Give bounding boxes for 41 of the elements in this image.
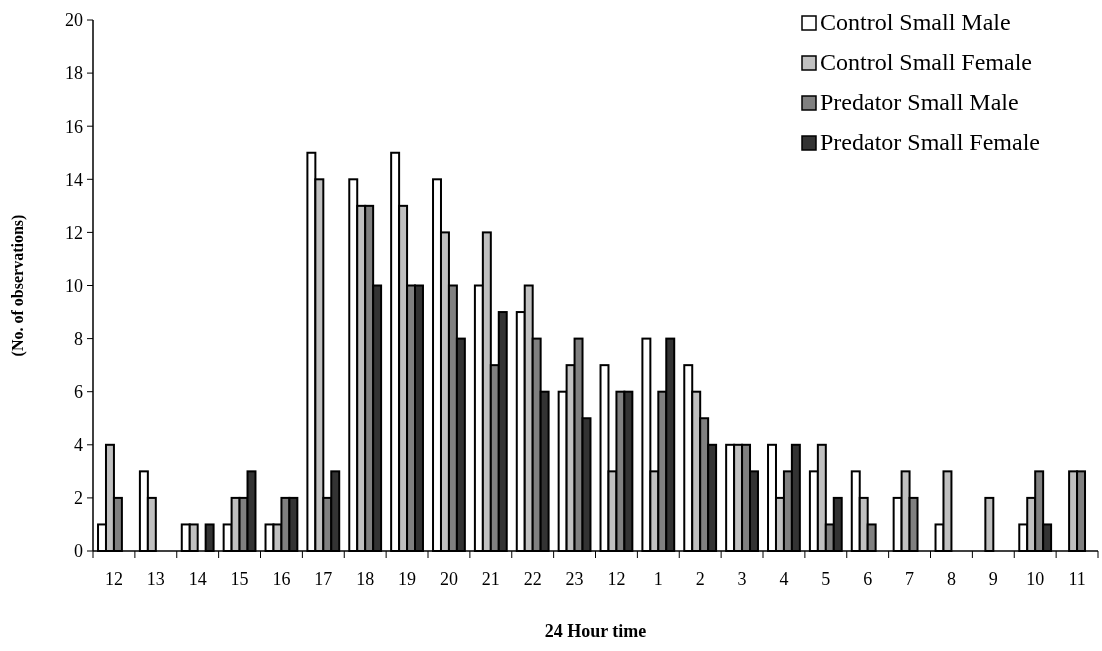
x-tick-label: 1 [653,569,663,589]
x-tick-label: 18 [356,569,375,589]
y-tick-label: 2 [74,488,83,509]
x-tick-label: 10 [1026,569,1045,589]
y-tick-label: 20 [65,10,83,31]
x-tick-label: 19 [398,569,417,589]
x-tick-label: 4 [779,569,789,589]
y-tick-label: 16 [65,116,83,137]
x-tick-label: 2 [695,569,705,589]
x-tick-label: 21 [481,569,500,589]
x-tick-label: 12 [104,569,123,589]
x-tick-label: 20 [439,569,458,589]
x-axis-title: 24 Hour time [544,621,647,641]
x-tick-label: 15 [230,569,249,589]
x-tick-label: 14 [188,569,207,589]
x-tick-label: 7 [905,569,915,589]
x-tick-label: 22 [523,569,542,589]
x-tick-label: 11 [1068,569,1086,589]
x-tick-label: 5 [821,569,831,589]
legend-label: Control Small Female [820,49,1032,75]
legend-label: Predator Small Female [820,129,1040,155]
x-tick-label: 8 [946,569,956,589]
x-tick-label: 17 [314,569,333,589]
y-tick-label: 6 [74,382,83,402]
x-tick-label: 9 [988,569,998,589]
x-tick-label: 3 [737,569,747,589]
y-tick-label: 10 [65,275,83,296]
legend-label: Control Small Male [820,9,1011,35]
legend-label: Predator Small Male [820,89,1019,115]
x-tick-label: 6 [863,569,873,589]
y-tick-label: 0 [74,541,83,562]
y-tick-label: 14 [65,169,83,190]
x-tick-label: 12 [607,569,626,589]
x-tick-label: 23 [565,569,584,589]
y-tick-label: 18 [65,63,83,84]
x-tick-label: 13 [146,569,165,589]
y-tick-label: 8 [74,328,83,349]
y-tick-label: 4 [74,435,83,456]
x-tick-label: 16 [272,569,291,589]
y-axis-title: (No. of observations) [9,214,27,357]
y-tick-label: 12 [65,222,83,243]
